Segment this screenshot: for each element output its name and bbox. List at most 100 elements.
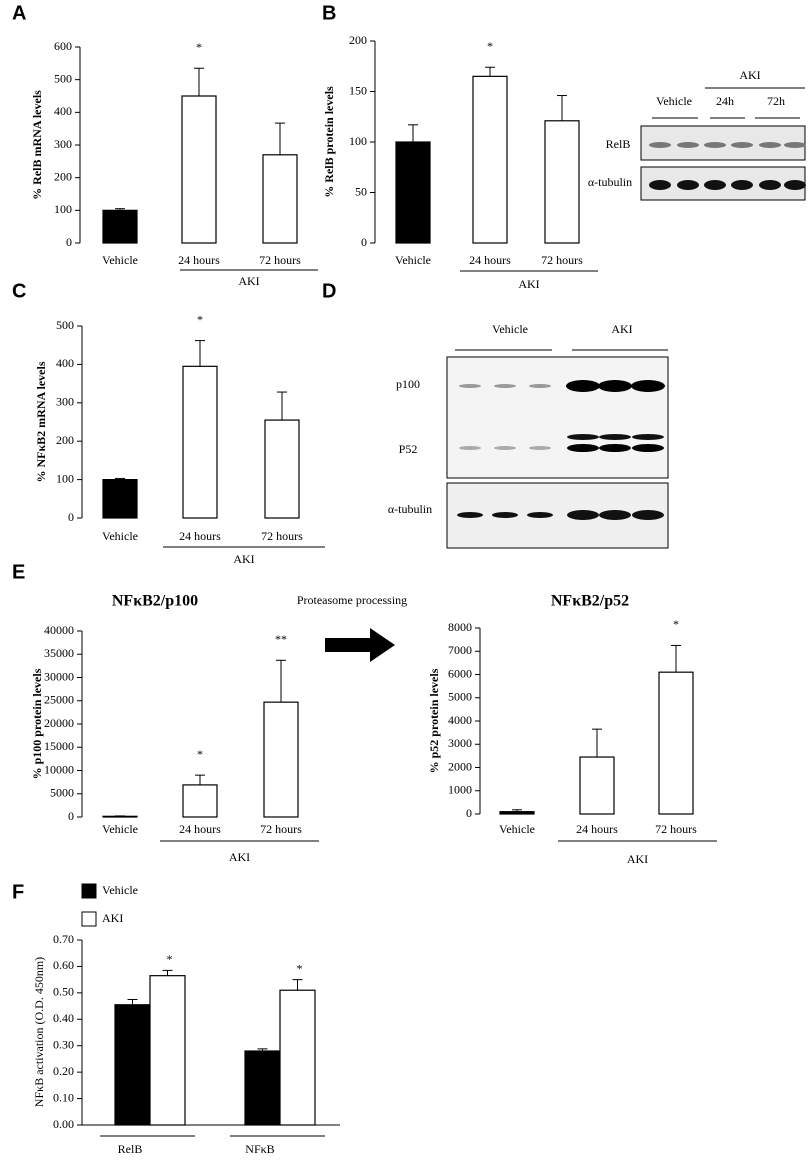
y-tick-label: 1000 <box>448 783 472 797</box>
row-label: p100 <box>396 377 420 391</box>
band <box>599 510 631 520</box>
significance-mark: * <box>196 40 202 54</box>
y-tick-label: 4000 <box>448 713 472 727</box>
blot-group-label: AKI <box>739 68 760 82</box>
y-tick-label: 40000 <box>44 623 74 637</box>
band <box>649 180 671 190</box>
y-tick-label: 50 <box>355 184 367 198</box>
significance-mark: * <box>487 39 493 53</box>
y-tick-label: 600 <box>54 39 72 53</box>
y-tick-label: 35000 <box>44 646 74 660</box>
y-tick-label: 300 <box>56 395 74 409</box>
band <box>632 434 664 440</box>
y-tick-label: 200 <box>349 33 367 47</box>
band <box>677 142 699 148</box>
y-tick-label: 15000 <box>44 739 74 753</box>
y-tick-label: 0 <box>68 809 74 823</box>
panel-letter: E <box>12 561 25 583</box>
band <box>457 512 483 518</box>
y-axis-label: NFκB activation (O.D. 450nm) <box>32 957 46 1107</box>
significance-mark: * <box>197 747 203 761</box>
panel-letter: D <box>322 280 336 302</box>
blot-box <box>446 356 669 479</box>
y-tick-label: 5000 <box>448 690 472 704</box>
bar <box>244 1050 281 1126</box>
band <box>632 444 664 452</box>
y-tick-label: 0.30 <box>53 1037 74 1051</box>
bar <box>264 419 300 519</box>
y-tick-label: 0 <box>66 235 72 249</box>
y-tick-label: 3000 <box>448 736 472 750</box>
band <box>631 380 665 392</box>
x-tick-label: Vehicle <box>102 529 138 543</box>
x-tick-label: Vehicle <box>499 822 535 836</box>
y-tick-label: 0.50 <box>53 985 74 999</box>
group-label: AKI <box>238 274 259 288</box>
bar <box>114 1004 151 1126</box>
chart-title: NFκB2/p52 <box>551 593 629 610</box>
panel-letter: F <box>12 881 24 903</box>
bar <box>544 120 580 244</box>
x-tick-label: 24 hours <box>469 253 511 267</box>
y-tick-label: 0 <box>361 235 367 249</box>
band <box>492 512 518 518</box>
band <box>567 510 599 520</box>
band <box>632 510 664 520</box>
band <box>704 142 726 148</box>
band <box>529 384 551 388</box>
y-tick-label: 0.20 <box>53 1064 74 1078</box>
band <box>759 180 781 190</box>
band <box>599 434 631 440</box>
band <box>567 434 599 440</box>
group-label: AKI <box>518 277 539 291</box>
y-tick-label: 0.60 <box>53 958 74 972</box>
lane-label: AKI <box>611 322 632 336</box>
band <box>731 180 753 190</box>
arrow <box>325 628 395 662</box>
y-tick-label: 400 <box>56 356 74 370</box>
significance-mark: * <box>167 952 173 966</box>
bar <box>182 784 218 818</box>
y-axis-label: % NFκB2 mRNA levels <box>34 361 48 482</box>
band <box>649 142 671 148</box>
row-label: α-tubulin <box>588 175 632 189</box>
y-tick-label: 200 <box>56 433 74 447</box>
y-tick-label: 10000 <box>44 762 74 776</box>
band <box>529 446 551 450</box>
y-tick-label: 200 <box>54 169 72 183</box>
x-tick-label: 24 hours <box>576 822 618 836</box>
row-label: P52 <box>399 442 418 456</box>
band <box>459 384 481 388</box>
y-tick-label: 0.10 <box>53 1090 74 1104</box>
panel-letter: B <box>322 2 336 24</box>
band <box>494 446 516 450</box>
x-tick-label: 24 hours <box>178 253 220 267</box>
y-tick-label: 30000 <box>44 669 74 683</box>
legend-label: AKI <box>102 911 123 925</box>
y-tick-label: 2000 <box>448 759 472 773</box>
y-tick-label: 400 <box>54 104 72 118</box>
bar <box>262 154 298 244</box>
x-tick-label: Vehicle <box>102 253 138 267</box>
x-tick-label: NFκB <box>245 1142 274 1156</box>
x-tick-label: 72 hours <box>655 822 697 836</box>
lane-label: 72h <box>767 94 785 108</box>
row-label: α-tubulin <box>388 502 432 516</box>
x-tick-label: 72 hours <box>261 529 303 543</box>
bar <box>658 671 694 815</box>
band <box>459 446 481 450</box>
y-tick-label: 100 <box>349 134 367 148</box>
arrow-label: Proteasome processing <box>297 593 407 607</box>
y-tick-label: 500 <box>56 318 74 332</box>
y-tick-label: 0.00 <box>53 1117 74 1131</box>
chart-title: NFκB2/p100 <box>112 593 198 610</box>
y-axis-label: % RelB protein levels <box>322 86 336 198</box>
bar <box>263 701 299 818</box>
blot-box <box>446 482 669 549</box>
bar <box>102 209 138 244</box>
band <box>677 180 699 190</box>
y-tick-label: 25000 <box>44 693 74 707</box>
panel-letter: A <box>12 2 26 24</box>
x-tick-label: RelB <box>118 1142 143 1156</box>
